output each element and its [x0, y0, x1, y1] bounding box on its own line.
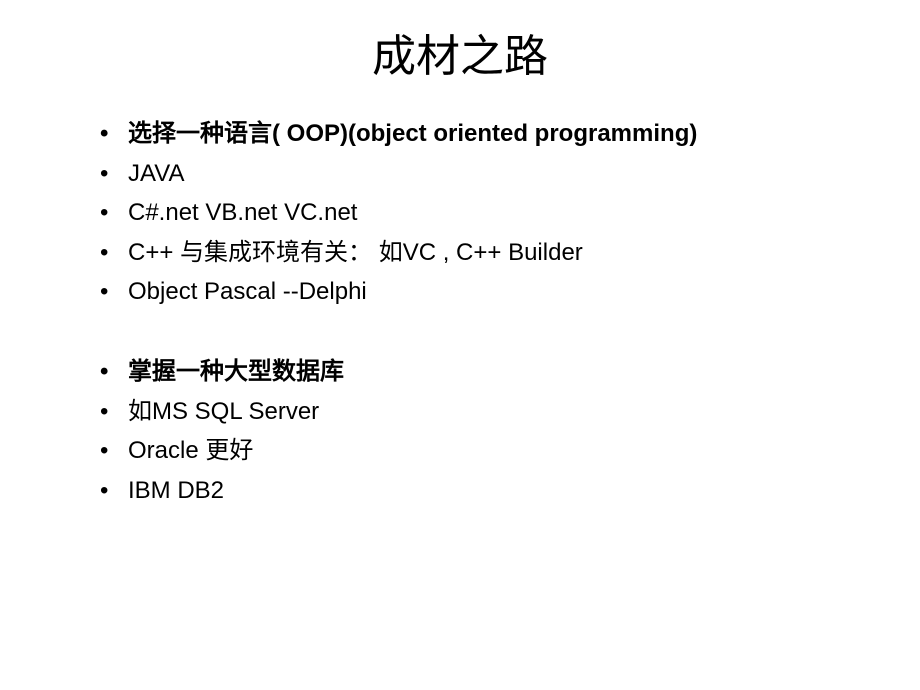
spacer: [60, 312, 860, 352]
list-item: Object Pascal --Delphi: [100, 272, 860, 312]
list-item: 掌握一种大型数据库: [100, 352, 860, 392]
list-item: IBM DB2: [100, 471, 860, 511]
list-item: 如MS SQL Server: [100, 392, 860, 432]
list-item: Oracle 更好: [100, 431, 860, 471]
list-item: 选择一种语言( OOP)(object oriented programming…: [100, 114, 860, 154]
list-item: JAVA: [100, 154, 860, 194]
list-item: C#.net VB.net VC.net: [100, 193, 860, 233]
slide-title: 成材之路: [60, 20, 860, 84]
bullet-list-2: 掌握一种大型数据库 如MS SQL Server Oracle 更好 IBM D…: [60, 352, 860, 510]
bullet-list-1: 选择一种语言( OOP)(object oriented programming…: [60, 114, 860, 312]
list-item: C++ 与集成环境有关： 如VC , C++ Builder: [100, 233, 860, 273]
